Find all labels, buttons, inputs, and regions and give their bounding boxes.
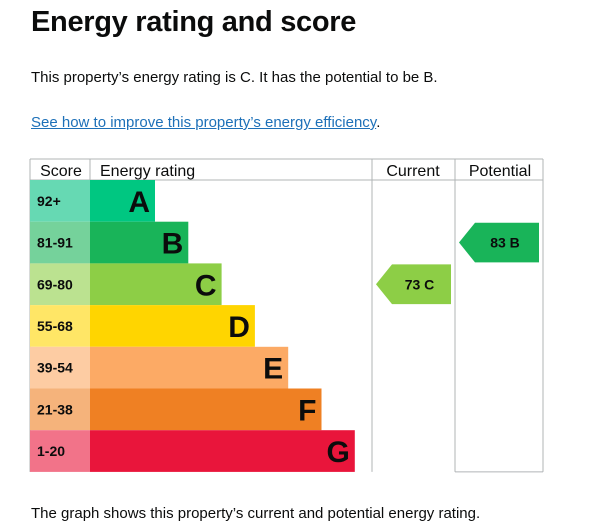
band-score-label: 55-68	[37, 318, 73, 334]
band-e: 39-54 E	[30, 346, 289, 389]
band-score-cell	[30, 180, 90, 222]
potential-rating-arrow-label: 83 B	[490, 235, 520, 251]
band-bar	[90, 346, 289, 389]
current-rating-arrow-label: 73 C	[405, 276, 435, 292]
band-letter: C	[195, 269, 217, 302]
band-score-label: 69-80	[37, 276, 73, 292]
band-letter: E	[263, 353, 283, 386]
header-energy-rating: Energy rating	[100, 163, 195, 180]
band-a: 92+ A	[30, 180, 155, 222]
header-score: Score	[40, 163, 82, 180]
band-score-cell	[30, 388, 90, 431]
band-bar	[90, 430, 355, 472]
improve-link-line: See how to improve this property’s energ…	[31, 114, 380, 131]
current-rating-arrow-shape	[376, 264, 451, 305]
band-letter: D	[228, 311, 250, 344]
band-score-cell	[30, 263, 90, 306]
band-score-label: 81-91	[37, 235, 73, 251]
improve-efficiency-link[interactable]: See how to improve this property’s energ…	[31, 114, 377, 131]
chart-caption: The graph shows this property’s current …	[31, 505, 481, 522]
band-bar	[90, 263, 222, 306]
band-score-cell	[30, 430, 90, 472]
band-bar	[90, 305, 255, 347]
band-letter: G	[326, 436, 349, 469]
rating-summary: This property’s energy rating is C. It h…	[31, 69, 438, 86]
band-letter: F	[298, 394, 316, 427]
band-bar	[90, 221, 189, 264]
band-c: 69-80 C	[30, 263, 222, 306]
potential-rating-arrow: 83 B	[459, 222, 539, 263]
band-g: 1-20 G	[30, 430, 355, 472]
band-score-cell	[30, 346, 90, 389]
band-score-label: 1-20	[37, 443, 65, 459]
band-score-label: 92+	[37, 193, 61, 209]
potential-rating-arrow-shape	[459, 222, 539, 263]
band-bar	[90, 180, 155, 222]
band-score-cell	[30, 305, 90, 347]
rating-bands: 92+ A 81-91 B 69-80 C 55-68 D 39-54 E 21-38 F 1-20 G	[30, 180, 355, 472]
header-current: Current	[386, 163, 440, 180]
band-b: 81-91 B	[30, 221, 189, 264]
band-letter: A	[128, 186, 150, 219]
page-title: Energy rating and score	[31, 6, 357, 38]
rating-arrows: 73 C 83 B	[376, 222, 539, 305]
band-score-cell	[30, 221, 90, 264]
band-score-label: 21-38	[37, 401, 73, 417]
band-f: 21-38 F	[30, 388, 322, 431]
current-rating-arrow: 73 C	[376, 264, 451, 305]
band-d: 55-68 D	[30, 305, 255, 347]
header-potential: Potential	[469, 163, 531, 180]
band-letter: B	[162, 228, 184, 261]
link-suffix: .	[376, 114, 381, 131]
chart-headers: Score Energy rating Current Potential	[40, 163, 531, 180]
band-score-label: 39-54	[37, 360, 73, 376]
band-bar	[90, 388, 322, 431]
